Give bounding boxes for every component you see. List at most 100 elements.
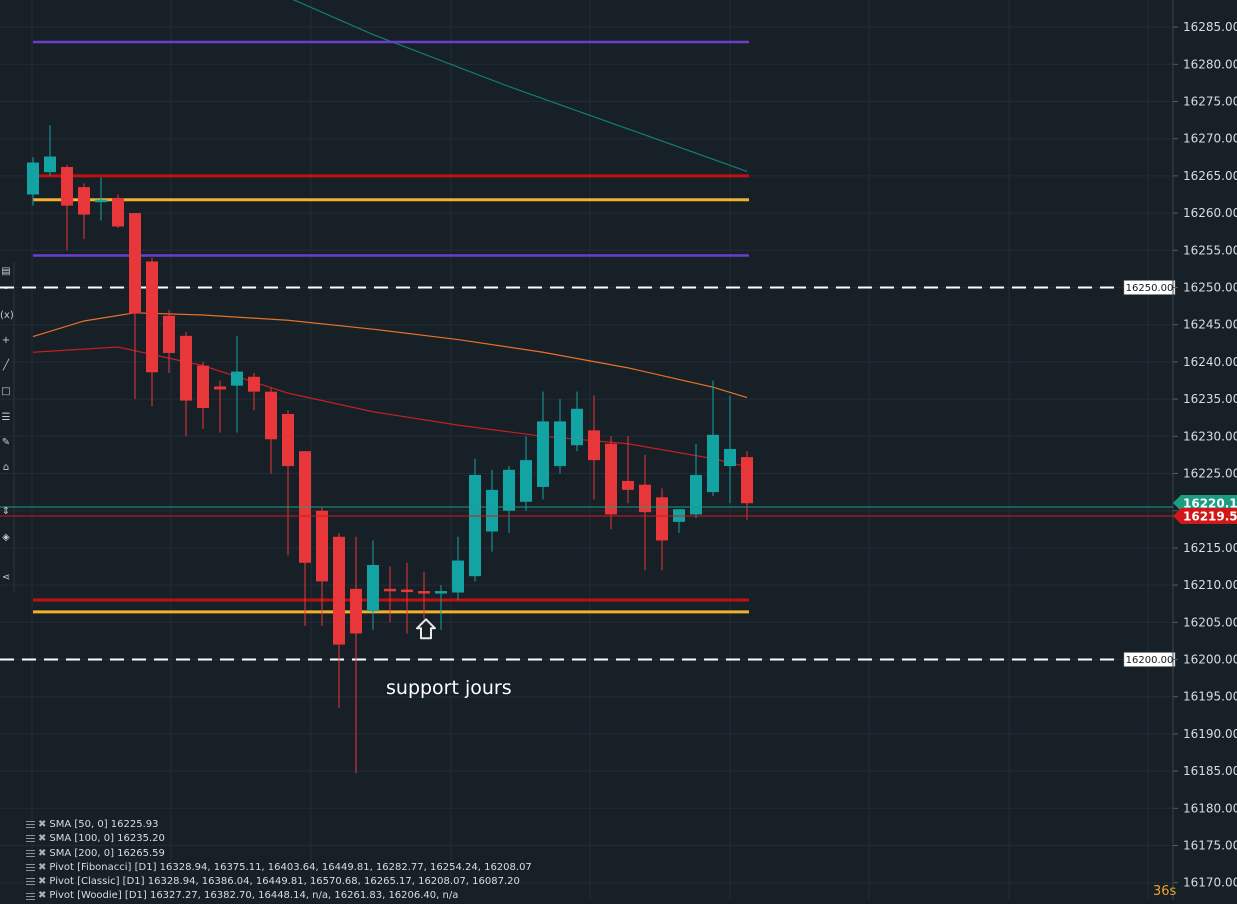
candle [112, 194, 124, 228]
indicator-icon [26, 835, 35, 844]
candle-body [537, 421, 549, 487]
candle [639, 454, 651, 571]
indicator-icon [26, 821, 35, 830]
candle-body [180, 335, 192, 401]
candle [95, 177, 107, 221]
candle [197, 361, 209, 429]
legend-item[interactable]: ✖ SMA [100, 0] 16235.20 [26, 832, 532, 846]
legend-label: SMA [200, 0] 16265.59 [49, 847, 165, 859]
arrow-up-icon [416, 618, 436, 640]
candle-body [384, 588, 396, 592]
candle [656, 488, 668, 571]
legend-item[interactable]: ✖ Pivot [Woodie] [D1] 16327.27, 16382.70,… [26, 889, 532, 903]
candle-body [146, 261, 158, 373]
axis-tick-label: 16175.00 [1183, 839, 1237, 853]
indicator-icon [26, 892, 35, 901]
candle-body [163, 315, 175, 353]
annotations: support jours [386, 618, 512, 699]
candle-body [333, 536, 345, 645]
candles [27, 125, 753, 774]
price-tag-label: 16220.12 [1183, 496, 1237, 510]
bars-icon[interactable]: ▤ [1, 266, 11, 277]
candle-body [486, 489, 498, 532]
axis-tick-label: 16245.00 [1183, 318, 1237, 332]
candle [214, 380, 226, 433]
line-icon[interactable]: ╱ [2, 360, 10, 371]
measure-icon[interactable]: ⇕ [1, 506, 11, 517]
layers-icon[interactable]: ◈ [2, 532, 10, 543]
sma-line [32, 346, 748, 468]
candle [180, 332, 192, 437]
axis-tick-label: 16270.00 [1183, 132, 1237, 146]
candle-body [741, 457, 753, 504]
candle [537, 391, 549, 500]
candle [401, 562, 413, 634]
legend-item[interactable]: ✖ Pivot [Classic] [D1] 16328.94, 16386.04… [26, 875, 532, 889]
axis-tick-label: 16195.00 [1183, 690, 1237, 704]
candle-body [503, 469, 515, 511]
sma-line [32, 312, 748, 399]
axis-tick-label: 16230.00 [1183, 429, 1237, 443]
indicator-icon [26, 849, 35, 858]
candle-body [265, 391, 277, 440]
pivot-levels [33, 40, 749, 614]
candle [690, 443, 702, 519]
last-price-tag: 16219.56 [1173, 507, 1237, 524]
axis-tick-label: 16285.00 [1183, 20, 1237, 34]
candle-body [622, 480, 634, 490]
price-axis[interactable]: 16170.00 16175.00 16180.00 16185.00 16190.00… [1172, 0, 1237, 900]
candle [435, 585, 447, 630]
candle [622, 436, 634, 504]
close-icon[interactable]: ✖ [38, 833, 47, 845]
crosshair-icon[interactable]: ⁃ [3, 284, 9, 295]
horizontal-lines[interactable]: 16250.00 16200.00 [0, 280, 1176, 667]
candle [248, 373, 260, 411]
candle [282, 410, 294, 556]
candle-body [452, 560, 464, 593]
axis-tick-label: 16190.00 [1183, 727, 1237, 741]
bid-price-tag: 16220.12 [1173, 494, 1237, 511]
candle-body [571, 408, 583, 446]
candle [673, 509, 685, 534]
candle [333, 533, 345, 708]
rectangle-icon[interactable]: □ [1, 386, 11, 397]
axis-tick-label: 16205.00 [1183, 615, 1237, 629]
candle [469, 458, 481, 582]
candle-body [316, 510, 328, 582]
share-icon[interactable]: ⋖ [1, 572, 11, 583]
chart-grid [0, 0, 1173, 900]
candle-body [231, 371, 243, 386]
legend-label: Pivot [Woodie] [D1] 16327.27, 16382.70, … [49, 890, 459, 902]
candle [486, 469, 498, 552]
candle-body [197, 365, 209, 409]
candle-body [554, 421, 566, 467]
candle [78, 183, 90, 240]
line-tag-label: 16200.00 [1126, 655, 1174, 666]
close-icon[interactable]: ✖ [38, 890, 47, 902]
candle-body [61, 166, 73, 206]
legend-item[interactable]: ✖ Pivot [Fibonacci] [D1] 16328.94, 16375.… [26, 861, 532, 875]
legend-label: SMA [50, 0] 16225.93 [49, 819, 159, 830]
indicator-icon [26, 878, 35, 887]
candle-body [129, 213, 141, 314]
close-icon[interactable]: ✖ [38, 819, 47, 830]
candle-body [367, 565, 379, 612]
brush-icon[interactable]: ✎ [1, 437, 11, 448]
legend-item[interactable]: ✖ SMA [50, 0] 16225.93 [26, 818, 532, 832]
axis-tick-label: 16210.00 [1183, 578, 1237, 592]
candle-body [588, 430, 600, 461]
close-icon[interactable]: ✖ [38, 861, 47, 873]
shape-icon[interactable]: ⌂ [2, 462, 10, 473]
function-icon[interactable]: (x) [0, 310, 14, 322]
annotation-text: support jours [386, 677, 512, 699]
candle-body [401, 589, 413, 593]
fib-icon[interactable]: ☰ [1, 412, 11, 423]
axis-tick-label: 16260.00 [1183, 206, 1237, 220]
price-tag-box [1173, 494, 1237, 511]
close-icon[interactable]: ✖ [38, 876, 47, 888]
close-icon[interactable]: ✖ [38, 847, 47, 859]
legend-item[interactable]: ✖ SMA [200, 0] 16265.59 [26, 847, 532, 861]
candle-body [724, 448, 736, 467]
plus-icon[interactable]: + [1, 335, 11, 346]
